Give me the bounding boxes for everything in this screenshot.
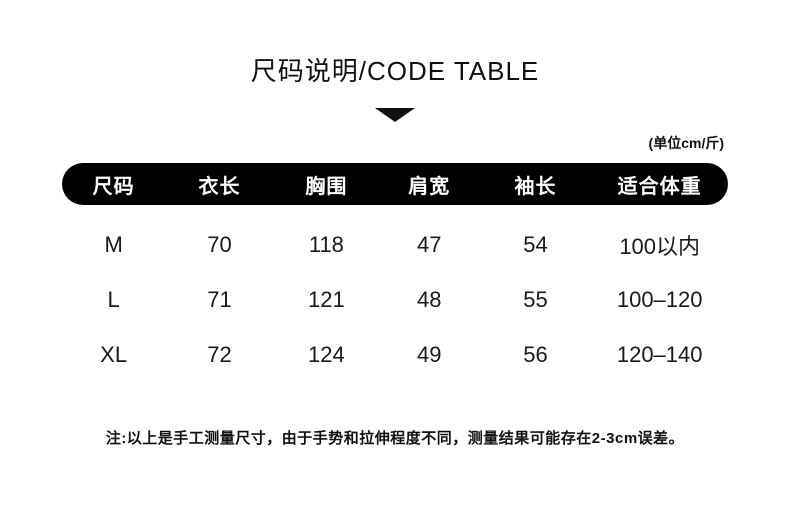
unit-note: (单位cm/斤): [648, 135, 724, 151]
table-cell-size: M: [104, 231, 123, 257]
size-table: (单位cm/斤) 尺码 衣长 胸围 肩宽 袖长 适合体重 M 70 118 47…: [62, 133, 728, 382]
table-cell-shoulder: 48: [417, 286, 442, 312]
table-cell-length: 72: [207, 341, 232, 367]
table-cell-weight: 100–120: [616, 286, 703, 312]
table-cell-sleeve: 54: [523, 231, 548, 257]
header-cell-shoulder: 肩宽: [408, 175, 451, 198]
table-body: M 70 118 47 54 100以内 L 71 121 48 55 100–…: [62, 217, 728, 382]
table-cell-sleeve: 56: [523, 341, 548, 367]
table-row: M 70 118 47 54 100以内: [62, 217, 728, 272]
table-cell-bust: 118: [308, 231, 344, 257]
table-cell-bust: 124: [308, 341, 345, 367]
header-cell-bust: 胸围: [305, 175, 348, 198]
table-cell-shoulder: 49: [417, 341, 442, 367]
table-cell-shoulder: 47: [417, 231, 442, 257]
table-cell-size: XL: [100, 341, 128, 367]
header-cell-sleeve: 袖长: [514, 175, 557, 198]
table-cell-weight: 120–140: [616, 341, 703, 367]
table-header-row: 尺码 衣长 胸围 肩宽 袖长 适合体重: [62, 163, 728, 205]
table-cell-sleeve: 55: [523, 286, 548, 312]
page-title: 尺码说明/CODE TABLE: [250, 56, 540, 86]
measurement-footnote: 注:以上是手工测量尺寸，由于手势和拉伸程度不同，测量结果可能存在2-3cm误差。: [105, 430, 685, 447]
header-cell-size: 尺码: [92, 175, 135, 198]
table-cell-size: L: [107, 286, 120, 312]
table-row: L 71 121 48 55 100–120: [62, 272, 728, 327]
header-cell-weight: 适合体重: [617, 175, 702, 198]
table-cell-length: 70: [207, 231, 232, 257]
table-cell-length: 71: [207, 286, 232, 312]
table-row: XL 72 124 49 56 120–140: [62, 327, 728, 382]
arrow-down-icon: [375, 108, 415, 122]
table-cell-weight: 100以内: [619, 233, 701, 259]
table-cell-bust: 121: [308, 286, 345, 312]
header-cell-length: 衣长: [198, 175, 241, 198]
